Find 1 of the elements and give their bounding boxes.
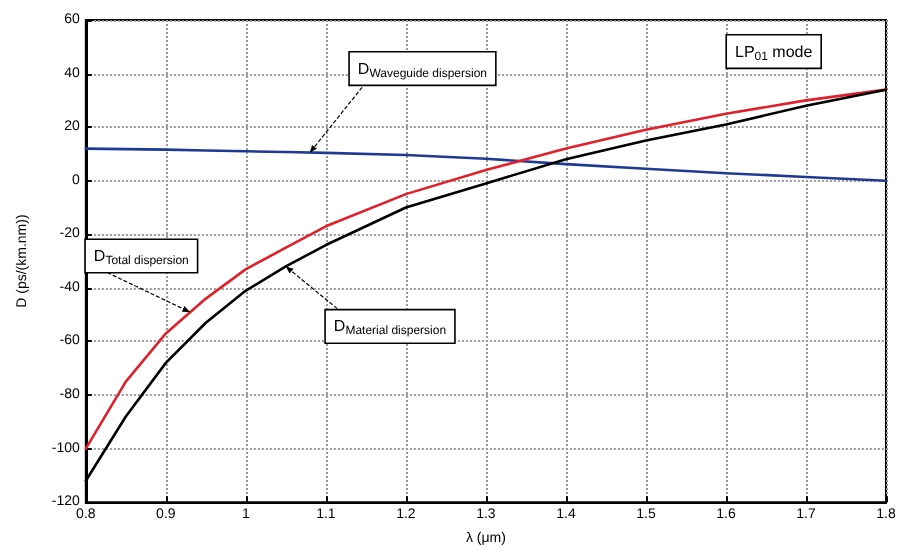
line-series [84, 147, 888, 183]
